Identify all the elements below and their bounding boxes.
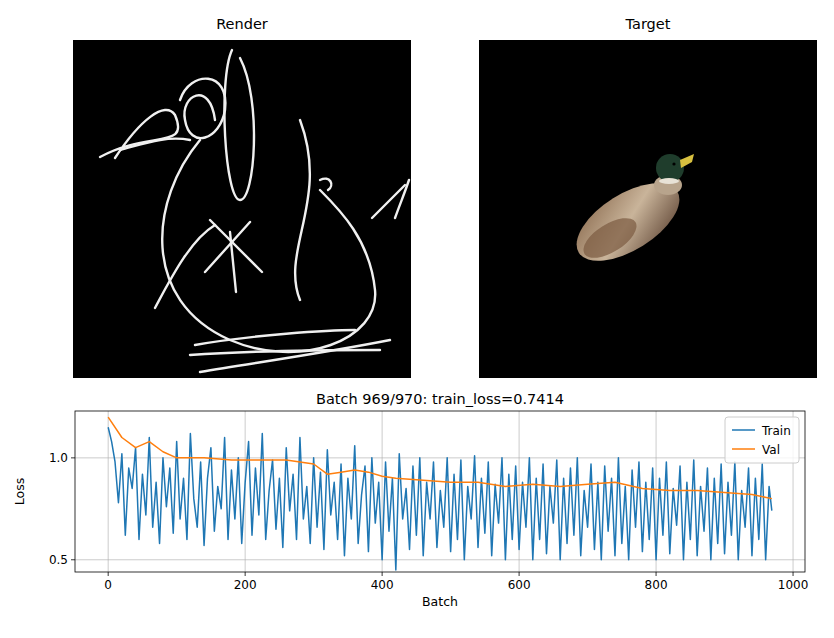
render-stroke xyxy=(295,120,310,300)
render-stroke xyxy=(155,225,215,308)
series-line xyxy=(108,427,772,570)
y-tick-label: 0.5 xyxy=(49,553,68,567)
legend-label: Val xyxy=(762,443,780,457)
legend-swatch xyxy=(732,448,755,450)
y-tick-label: 1.0 xyxy=(49,451,68,465)
render-stroke xyxy=(230,232,236,292)
legend-box xyxy=(725,417,799,463)
y-axis-label: Loss xyxy=(12,478,27,505)
grid-line xyxy=(75,559,805,560)
x-tick-label: 1000 xyxy=(778,578,809,592)
render-stroke xyxy=(120,139,190,150)
duck-body xyxy=(564,168,692,277)
tick-mark xyxy=(382,572,383,576)
duck-eye xyxy=(672,162,675,165)
target-image xyxy=(479,40,817,378)
duck-ring xyxy=(659,178,679,184)
x-tick-label: 400 xyxy=(371,578,394,592)
render-stroke xyxy=(190,350,380,355)
render-stroke xyxy=(395,180,409,218)
render-stroke xyxy=(205,222,250,272)
tick-mark xyxy=(793,572,794,576)
tick-mark xyxy=(519,572,520,576)
panel-title: Target xyxy=(625,16,671,32)
render-stroke xyxy=(180,79,225,138)
render-stroke xyxy=(320,179,331,190)
plot-frame xyxy=(75,411,805,572)
series-line xyxy=(108,417,772,499)
plot-area xyxy=(108,417,772,570)
x-tick-label: 0 xyxy=(104,578,112,592)
duck-wing xyxy=(577,210,643,266)
x-tick-label: 600 xyxy=(508,578,531,592)
grid-line xyxy=(108,411,109,572)
tick-mark xyxy=(108,572,109,576)
legend-label: Train xyxy=(761,424,791,438)
render-stroke xyxy=(210,220,262,272)
duck-beak xyxy=(680,154,694,168)
render-stroke xyxy=(162,140,375,352)
legend-swatch xyxy=(732,429,755,431)
plot-background xyxy=(75,411,805,572)
x-tick-label: 800 xyxy=(645,578,668,592)
render-stroke xyxy=(224,50,254,200)
tick-mark xyxy=(71,559,75,560)
tick-mark xyxy=(656,572,657,576)
panel-title: Render xyxy=(216,16,268,32)
figure: Render Target Batch 969/970: train_loss=0.… xyxy=(0,0,834,638)
x-tick-label: 200 xyxy=(234,578,257,592)
tick-mark xyxy=(245,572,246,576)
tick-mark xyxy=(71,457,75,458)
render-stroke xyxy=(100,110,178,158)
render-stroke xyxy=(195,330,355,345)
x-axis-label: Batch xyxy=(422,594,458,609)
chart-title: Batch 969/970: train_loss=0.7414 xyxy=(316,391,564,407)
render-stroke xyxy=(200,340,390,372)
render-image xyxy=(73,40,411,378)
duck-head xyxy=(656,154,684,182)
